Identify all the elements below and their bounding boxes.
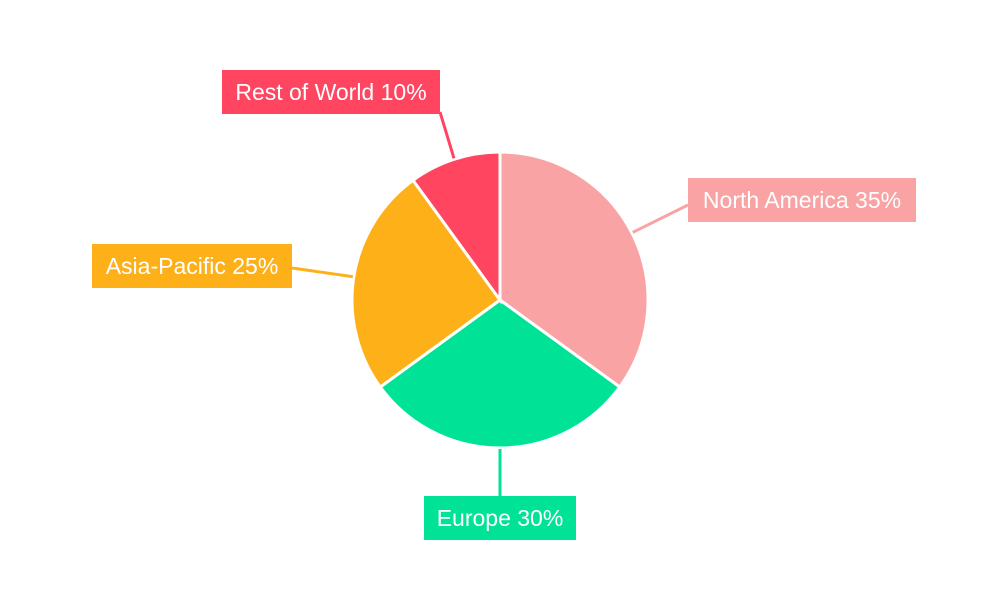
pie-slice-asia-pacific[interactable] [350,178,503,390]
data-label-box [424,496,576,540]
data-label-box [222,70,440,114]
leader-line [291,266,354,279]
data-label: North America 35% [703,187,901,213]
data-label: Rest of World 10% [235,79,426,105]
leader-line [632,203,689,234]
data-label-box [92,244,292,288]
leader-line [438,111,456,159]
pie-slice-europe[interactable] [378,298,622,450]
data-label-box [688,178,916,222]
data-label: Asia-Pacific 25% [106,253,279,279]
pie-slice-rest-of-world[interactable] [410,150,502,305]
data-label: Europe 30% [437,505,564,531]
pie-slice-north-america[interactable] [498,150,650,390]
